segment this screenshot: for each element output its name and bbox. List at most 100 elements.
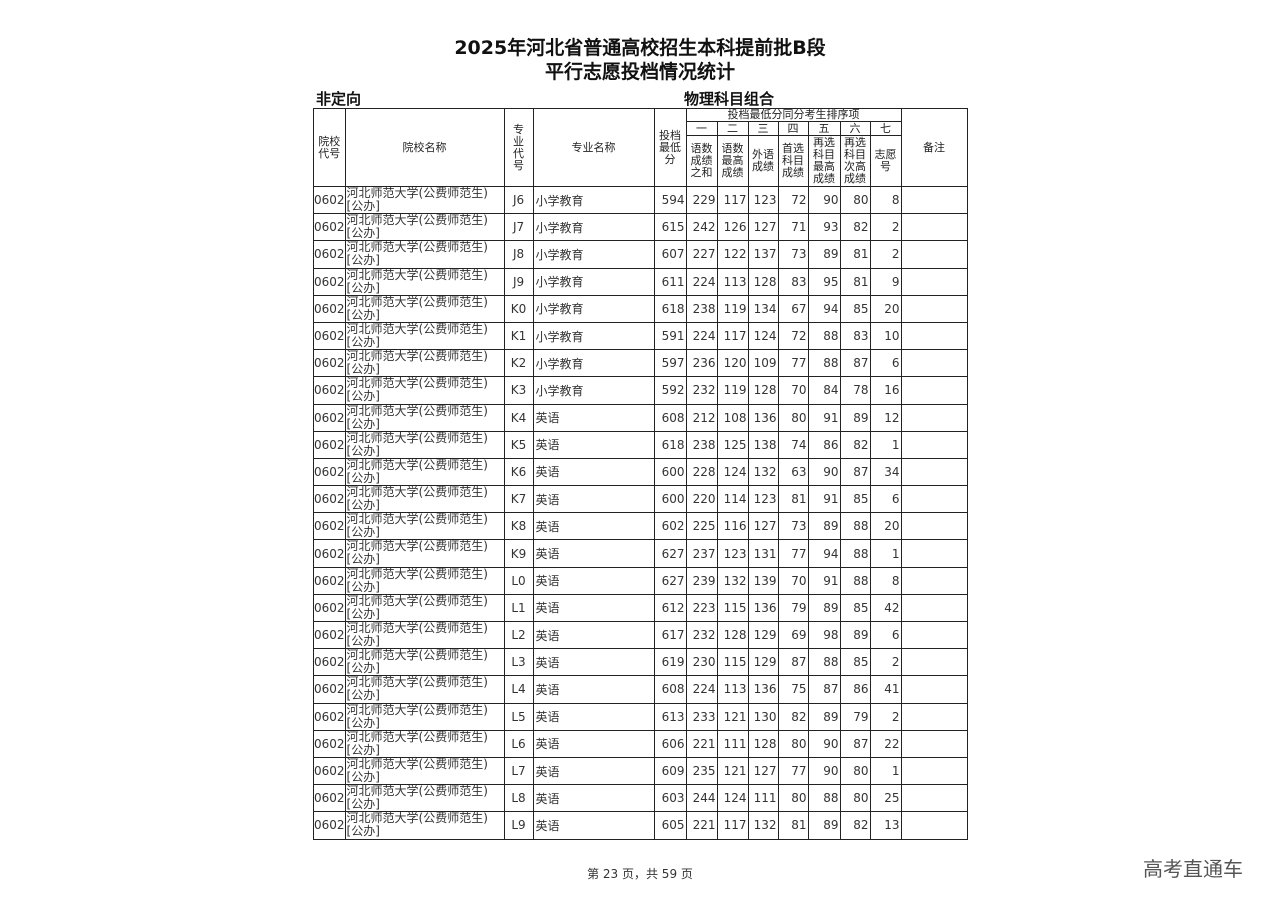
header-tiebreak-num: 三 [747, 121, 779, 136]
cell-school-code: 0602 [313, 593, 346, 623]
cell-school-name: 河北师范大学(公费师范生)[公办] [344, 349, 505, 378]
cell-remark [900, 539, 968, 568]
cell-elective-second: 88 [839, 566, 871, 595]
cell-school-name: 河北师范大学(公费师范生)[公办] [344, 185, 505, 215]
cell-major-code: K4 [503, 403, 534, 432]
admission-table: 院校代号 院校名称 专业代号 专业名称 投档最低分 投档最低分同分考生排序项 备… [313, 108, 968, 840]
cell-foreign-language: 137 [747, 240, 779, 269]
cell-chinese-math-max: 125 [716, 430, 749, 459]
cell-preference-no: 2 [869, 648, 902, 677]
cell-chinese-math-max: 114 [716, 485, 749, 514]
cell-chinese-math-sum: 232 [685, 620, 718, 650]
cell-chinese-math-max: 117 [716, 321, 749, 351]
cell-chinese-math-max: 113 [716, 675, 749, 704]
cell-preference-no: 9 [869, 267, 902, 296]
cell-school-code: 0602 [313, 566, 346, 595]
cell-elective-second: 80 [839, 185, 871, 215]
cell-major-name: 英语 [532, 811, 655, 840]
cell-major-name: 英语 [532, 566, 655, 595]
cell-chinese-math-max: 121 [716, 756, 749, 786]
cell-chinese-math-sum: 236 [685, 349, 718, 378]
cell-min-score: 602 [653, 512, 687, 541]
cell-major-name: 英语 [532, 457, 655, 487]
cell-elective-max: 90 [807, 729, 841, 758]
cell-foreign-language: 128 [747, 729, 779, 758]
table-row: 0602 河北师范大学(公费师范生)[公办] J8 小学教育 607 227 122 137 7… [313, 240, 968, 269]
cell-major-name: 小学教育 [532, 321, 655, 351]
table-row: 0602 河北师范大学(公费师范生)[公办] L5 英语 613 233 121 130 82 8… [313, 702, 968, 731]
cell-major-code: K8 [503, 512, 534, 541]
cell-chinese-math-sum: 224 [685, 321, 718, 351]
cell-remark [900, 403, 968, 432]
header-tiebreak-item: 语数最高成绩 [716, 135, 749, 187]
cell-chinese-math-max: 119 [716, 376, 749, 405]
cell-elective-max: 93 [807, 213, 841, 242]
cell-elective-second: 83 [839, 321, 871, 351]
cell-elective-second: 82 [839, 213, 871, 242]
cell-elective-second: 86 [839, 675, 871, 704]
cell-elective-max: 91 [807, 485, 841, 514]
cell-remark [900, 566, 968, 595]
cell-remark [900, 756, 968, 786]
header-tiebreak-item: 志愿号 [869, 135, 902, 187]
cell-first-subject: 83 [777, 267, 809, 296]
cell-remark [900, 702, 968, 731]
cell-preference-no: 22 [869, 729, 902, 758]
cell-elective-max: 91 [807, 403, 841, 432]
document-subtitle: 平行志愿投档情况统计 [544, 61, 735, 83]
cell-school-name: 河北师范大学(公费师范生)[公办] [344, 512, 505, 541]
cell-elective-second: 85 [839, 593, 871, 623]
cell-school-name: 河北师范大学(公费师范生)[公办] [344, 784, 505, 813]
header-min-score: 投档最低分 [653, 108, 687, 187]
cell-min-score: 608 [653, 675, 687, 704]
cell-foreign-language: 136 [747, 593, 779, 623]
table-row: 0602 河北师范大学(公费师范生)[公办] L3 英语 619 230 115 129 87 8… [313, 648, 968, 677]
cell-elective-second: 79 [839, 702, 871, 731]
cell-elective-max: 89 [807, 240, 841, 269]
cell-chinese-math-max: 117 [716, 185, 749, 215]
cell-elective-second: 89 [839, 620, 871, 650]
header-school-name: 院校名称 [344, 108, 505, 187]
cell-school-code: 0602 [313, 784, 346, 813]
cell-major-name: 英语 [532, 430, 655, 459]
cell-foreign-language: 128 [747, 267, 779, 296]
cell-chinese-math-max: 122 [716, 240, 749, 269]
cell-foreign-language: 136 [747, 403, 779, 432]
cell-remark [900, 485, 968, 514]
cell-min-score: 600 [653, 457, 687, 487]
cell-foreign-language: 123 [747, 185, 779, 215]
cell-major-code: J9 [503, 267, 534, 296]
cell-preference-no: 20 [869, 294, 902, 323]
cell-first-subject: 75 [777, 675, 809, 704]
cell-elective-max: 89 [807, 702, 841, 731]
cell-foreign-language: 130 [747, 702, 779, 731]
cell-chinese-math-max: 119 [716, 294, 749, 323]
cell-chinese-math-sum: 244 [685, 784, 718, 813]
cell-preference-no: 25 [869, 784, 902, 813]
cell-school-code: 0602 [313, 675, 346, 704]
header-tiebreak-item: 语数成绩之和 [685, 135, 718, 187]
cell-remark [900, 213, 968, 242]
header-school-code: 院校代号 [313, 108, 346, 187]
cell-first-subject: 63 [777, 457, 809, 487]
cell-elective-max: 89 [807, 811, 841, 840]
cell-chinese-math-sum: 237 [685, 539, 718, 568]
cell-chinese-math-max: 115 [716, 593, 749, 623]
cell-foreign-language: 127 [747, 756, 779, 786]
cell-elective-max: 89 [807, 512, 841, 541]
cell-chinese-math-sum: 228 [685, 457, 718, 487]
cell-elective-max: 88 [807, 349, 841, 378]
cell-major-name: 英语 [532, 675, 655, 704]
cell-major-code: K1 [503, 321, 534, 351]
cell-chinese-math-sum: 227 [685, 240, 718, 269]
cell-first-subject: 70 [777, 566, 809, 595]
cell-school-code: 0602 [313, 512, 346, 541]
cell-elective-max: 94 [807, 539, 841, 568]
cell-school-name: 河北师范大学(公费师范生)[公办] [344, 539, 505, 568]
cell-first-subject: 80 [777, 403, 809, 432]
cell-school-code: 0602 [313, 811, 346, 840]
header-remark: 备注 [900, 108, 968, 187]
cell-first-subject: 80 [777, 729, 809, 758]
cell-major-name: 英语 [532, 702, 655, 731]
cell-min-score: 594 [653, 185, 687, 215]
